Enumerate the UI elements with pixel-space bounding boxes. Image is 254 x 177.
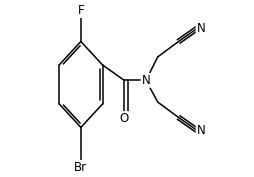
Text: Br: Br	[74, 161, 87, 174]
Text: F: F	[77, 4, 84, 17]
Text: N: N	[142, 74, 150, 87]
Text: N: N	[197, 22, 205, 35]
Text: N: N	[197, 124, 205, 137]
Text: O: O	[120, 112, 129, 125]
